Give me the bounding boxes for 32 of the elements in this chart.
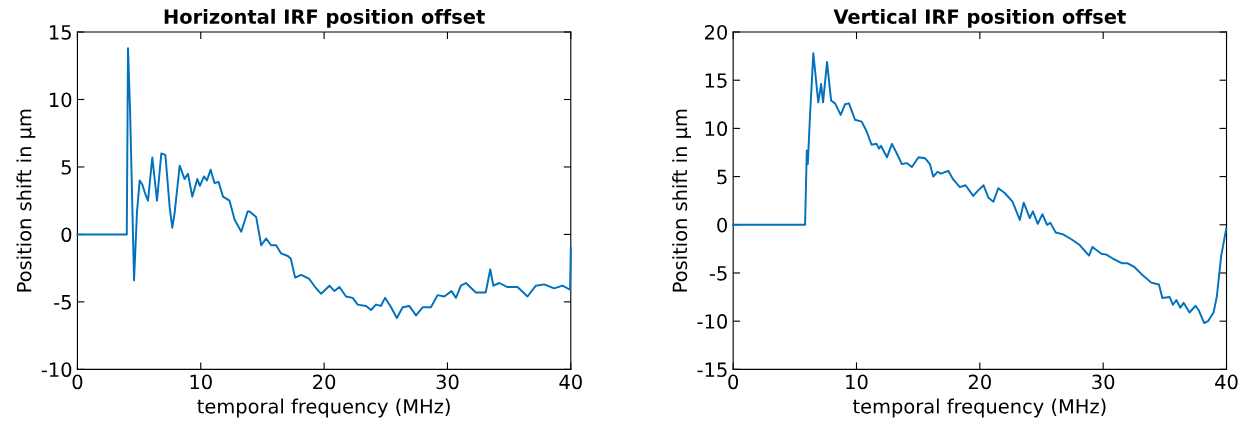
x-tick-label: 30 xyxy=(436,374,459,390)
y-tick-label: -10 xyxy=(41,362,72,378)
y-tick-label: 15 xyxy=(705,73,727,88)
y-tick-label: 0 xyxy=(717,217,728,233)
x-axis-title: temporal frequency (MHz) xyxy=(197,398,450,418)
y-axis-title: Position shift in µm xyxy=(16,109,36,292)
chart-title: Vertical IRF position offset xyxy=(833,8,1126,28)
line-series xyxy=(76,47,572,320)
chart-title: Horizontal IRF position offset xyxy=(164,8,485,28)
x-tick-label: 40 xyxy=(559,374,582,390)
y-tick-label: 5 xyxy=(717,169,727,185)
y-tick-label: 10 xyxy=(49,92,72,108)
y-tick-label: 20 xyxy=(704,24,728,40)
x-tick-label: 20 xyxy=(968,374,991,390)
y-tick-label: 15 xyxy=(49,25,71,40)
y-tick-label: 10 xyxy=(705,121,728,137)
x-tick-label: 10 xyxy=(846,374,868,390)
x-tick-label: 30 xyxy=(1092,374,1115,390)
x-tick-label: 40 xyxy=(1215,374,1238,390)
y-tick-label: -10 xyxy=(697,314,728,329)
x-tick-label: 0 xyxy=(728,374,739,390)
x-tick-label: 0 xyxy=(72,374,83,390)
x-axis-title: temporal frequency (MHz) xyxy=(852,398,1106,418)
y-tick-label: -5 xyxy=(709,266,727,281)
y-tick-label: -5 xyxy=(54,295,71,310)
y-tick-label: 0 xyxy=(61,227,72,243)
line-series xyxy=(732,52,1228,325)
y-axis-title: Position shift in µm xyxy=(672,109,691,292)
y-tick-label: 5 xyxy=(61,160,71,175)
y-tick-label: -15 xyxy=(697,362,727,378)
x-tick-label: 10 xyxy=(190,374,212,390)
x-tick-label: 20 xyxy=(313,374,336,390)
